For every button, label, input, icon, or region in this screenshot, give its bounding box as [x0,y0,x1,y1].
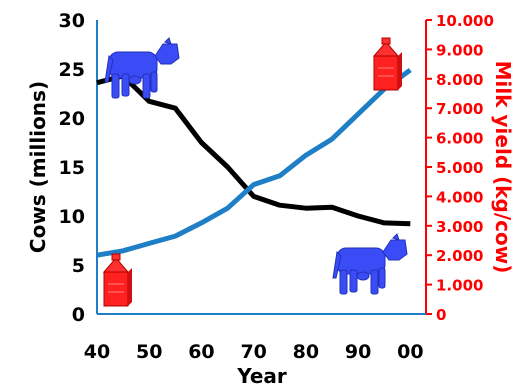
x-tick-label: 70 [240,341,266,363]
right-tick-label: 10.000 [436,12,494,30]
x-tick-label: 50 [136,341,162,363]
right-tick-label: 5.000 [436,159,483,177]
right-y-ticks: 0 1.000 2.000 3.000 4.000 5.000 6.000 7.000 8.00… [426,12,494,324]
right-tick-label: 0 [436,306,446,324]
left-y-ticks: 0 5 10 15 20 25 30 [59,10,85,326]
right-tick-label: 7.000 [436,100,483,118]
right-tick-label: 1.000 [436,277,483,295]
x-tick-label: 80 [293,341,319,363]
right-tick-label: 2.000 [436,247,483,265]
right-tick-label: 8.000 [436,71,483,89]
left-tick-label: 5 [72,255,85,277]
milk-yield-line [96,67,412,258]
right-tick-label: 4.000 [436,188,483,206]
x-axis-title: Year [236,364,287,387]
x-tick-label: 40 [84,341,110,363]
x-tick-label: 60 [188,341,214,363]
left-tick-label: 15 [59,157,85,179]
x-ticks: 40 50 60 70 80 90 00 [84,341,424,363]
right-tick-label: 9.000 [436,41,483,59]
left-tick-label: 30 [59,10,85,32]
left-tick-label: 0 [72,304,85,326]
right-tick-label: 6.000 [436,130,483,148]
milk-carton-icon [102,253,132,307]
right-axis-title: Milk yield (kg/cow) [491,61,515,274]
milk-carton-icon [372,37,402,91]
x-tick-label: 90 [345,341,371,363]
cows-line [96,73,411,227]
right-tick-label: 3.000 [436,218,483,236]
cow-icon [104,37,180,99]
left-axis-title: Cows (millions) [26,81,50,253]
left-tick-label: 10 [59,206,85,228]
x-tick-label: 00 [397,341,423,363]
left-tick-label: 20 [59,108,85,130]
cow-icon [332,233,408,295]
left-tick-label: 25 [59,59,85,81]
